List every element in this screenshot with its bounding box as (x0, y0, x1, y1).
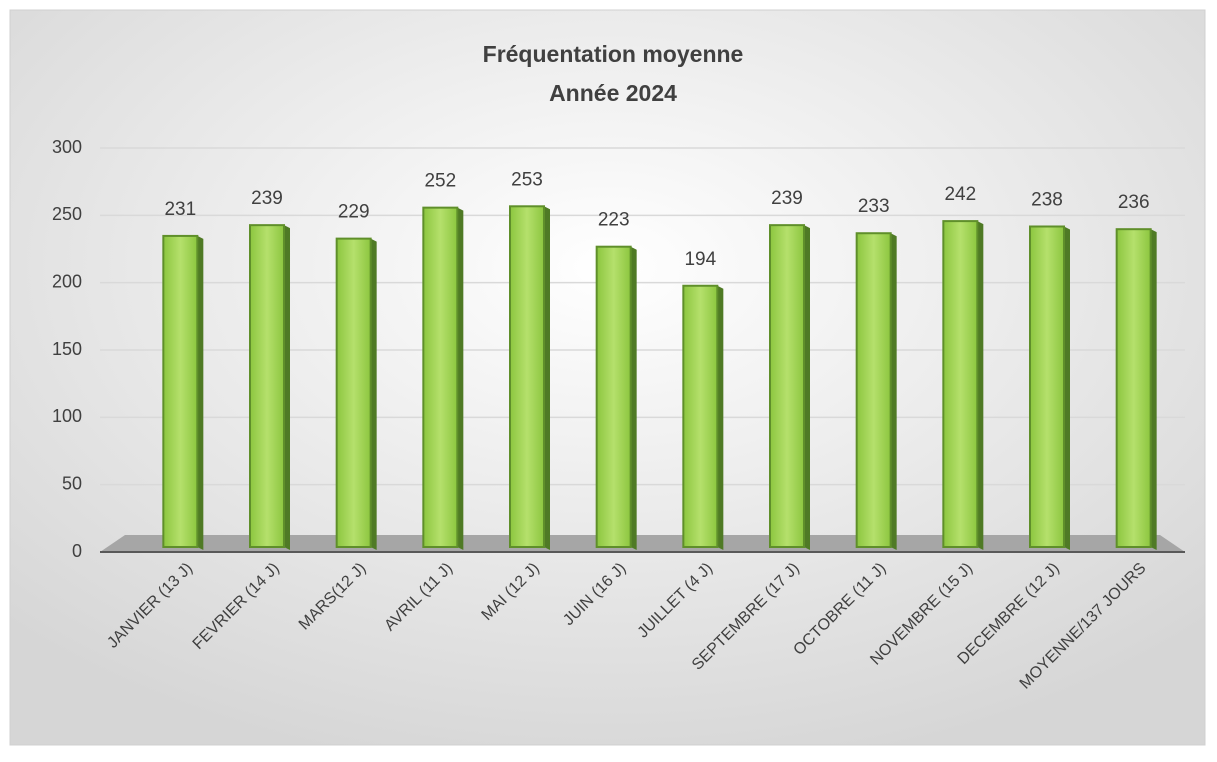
y-tick-label: 0 (72, 541, 82, 561)
data-label: 242 (944, 184, 976, 205)
bar (855, 232, 892, 549)
bar-side (544, 206, 550, 550)
bar-side (804, 225, 810, 550)
bar (595, 245, 632, 548)
y-tick-label: 150 (52, 339, 82, 359)
y-tick-label: 250 (52, 204, 82, 224)
data-label: 252 (424, 171, 456, 192)
data-label: 239 (251, 188, 283, 209)
data-label: 253 (511, 169, 543, 190)
bar (162, 234, 199, 548)
data-label: 231 (164, 199, 196, 220)
bar (249, 224, 285, 548)
bar-side (630, 246, 637, 550)
bar-side (977, 221, 984, 550)
bar (1115, 228, 1152, 548)
bar-side (890, 233, 897, 550)
bar (1029, 225, 1065, 548)
y-tick-label: 300 (52, 137, 82, 157)
y-tick-label: 50 (62, 473, 82, 493)
bar-side (370, 238, 377, 550)
bar (769, 224, 805, 548)
bar (422, 206, 459, 548)
bar-side (457, 207, 464, 550)
bar (942, 220, 979, 549)
data-label: 236 (1118, 192, 1150, 213)
data-label: 239 (771, 188, 803, 209)
bar-side (197, 235, 204, 551)
bar (509, 205, 545, 548)
bar-side (284, 225, 290, 550)
data-label: 194 (684, 249, 716, 270)
data-label: 223 (598, 210, 630, 231)
bar-side (1064, 226, 1070, 550)
chart-title: Fréquentation moyenne (483, 41, 744, 67)
data-label: 229 (338, 202, 370, 223)
data-label: 238 (1031, 190, 1063, 211)
y-tick-label: 200 (52, 271, 82, 291)
y-tick-label: 100 (52, 406, 82, 426)
chart-subtitle: Année 2024 (549, 80, 677, 106)
bar-side (717, 285, 724, 550)
data-label: 233 (858, 196, 890, 217)
bar-side (1150, 229, 1157, 551)
bar (682, 284, 719, 548)
bar (335, 237, 372, 548)
